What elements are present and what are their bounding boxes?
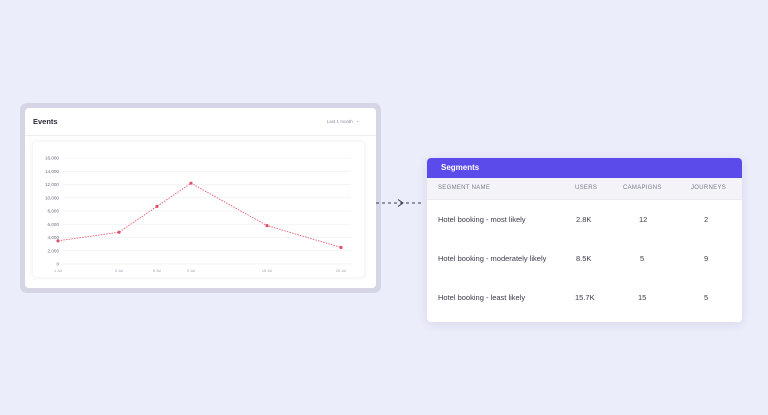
segment-journeys: 2 — [704, 215, 709, 224]
segment-name: Hotel booking - moderately likely — [438, 254, 547, 263]
y-tick-label: 8,000 — [48, 209, 60, 214]
table-row[interactable]: Hotel booking - moderately likely 8.5K 5… — [427, 252, 742, 278]
x-tick-label: 15 Jul — [262, 269, 272, 273]
segment-users: 2.8K — [576, 215, 592, 224]
y-tick-label: 6,000 — [48, 222, 60, 227]
segment-users: 15.7K — [575, 293, 595, 302]
segment-journeys: 9 — [704, 254, 709, 263]
data-point[interactable] — [117, 230, 121, 234]
y-tick-label: 14,000 — [45, 169, 59, 174]
segments-header: Segments — [427, 158, 742, 178]
chevron-down-icon: ⌄ — [355, 118, 360, 124]
x-tick-label: 25 Jul — [336, 269, 346, 273]
x-tick-label: 1 Jul — [54, 269, 62, 273]
segment-name: Hotel booking - most likely — [438, 215, 526, 224]
events-title: Events — [33, 117, 58, 126]
data-point[interactable] — [339, 245, 343, 250]
y-tick-label: 16,000 — [45, 156, 59, 161]
events-line-chart: 16,000 14,000 12,000 10,000 8,000 6,000 4,000 2… — [45, 156, 351, 273]
data-point[interactable] — [56, 239, 60, 243]
y-tick-label: 12,000 — [45, 182, 59, 187]
column-header-users[interactable]: USERS — [575, 185, 598, 191]
segment-campaigns: 5 — [640, 254, 645, 263]
column-header-campaigns[interactable]: CAMAPIGNS — [623, 185, 662, 191]
events-series-line — [57, 182, 342, 248]
segment-users: 8.5K — [576, 254, 592, 263]
y-tick-label: 0 — [56, 262, 59, 267]
data-point[interactable] — [155, 204, 159, 208]
x-tick-label: 5 Jul — [115, 269, 123, 273]
y-tick-label: 4,000 — [48, 235, 60, 240]
segment-campaigns: 12 — [639, 215, 648, 224]
date-range-dropdown[interactable]: Last 1 month ⌄ — [327, 118, 360, 124]
dashed-arrow-connector — [376, 199, 424, 207]
segment-journeys: 5 — [704, 293, 709, 302]
data-point[interactable] — [265, 223, 269, 228]
events-chart: 16,000 14,000 12,000 10,000 8,000 6,000 4,000 2… — [33, 142, 364, 277]
segments-table-header: SEGMENT NAME USERS CAMAPIGNS JOURNEYS — [427, 178, 742, 200]
column-header-journeys[interactable]: JOURNEYS — [691, 185, 727, 191]
segment-name: Hotel booking - least likely — [438, 293, 526, 302]
events-card: Events Last 1 month ⌄ 16,000 14,000 12,000… — [25, 108, 376, 288]
data-point[interactable] — [189, 181, 193, 185]
events-frame: Events Last 1 month ⌄ 16,000 14,000 12,000… — [20, 103, 381, 293]
segment-campaigns: 15 — [638, 293, 647, 302]
events-header: Events Last 1 month ⌄ — [25, 108, 376, 136]
column-header-segment-name[interactable]: SEGMENT NAME — [438, 185, 491, 191]
y-tick-label: 10,000 — [45, 195, 59, 200]
table-row[interactable]: Hotel booking - least likely 15.7K 15 5 — [427, 291, 742, 311]
segments-card: Segments SEGMENT NAME USERS CAMAPIGNS JO… — [427, 158, 742, 322]
date-range-label: Last 1 month — [326, 118, 353, 124]
table-row[interactable]: Hotel booking - most likely 2.8K 12 2 — [427, 212, 742, 236]
segments-title: Segments — [441, 163, 480, 172]
x-tick-label: 9 Jul — [187, 269, 195, 273]
y-tick-label: 2,000 — [48, 248, 60, 253]
x-tick-label: 8 Jul — [153, 269, 161, 273]
